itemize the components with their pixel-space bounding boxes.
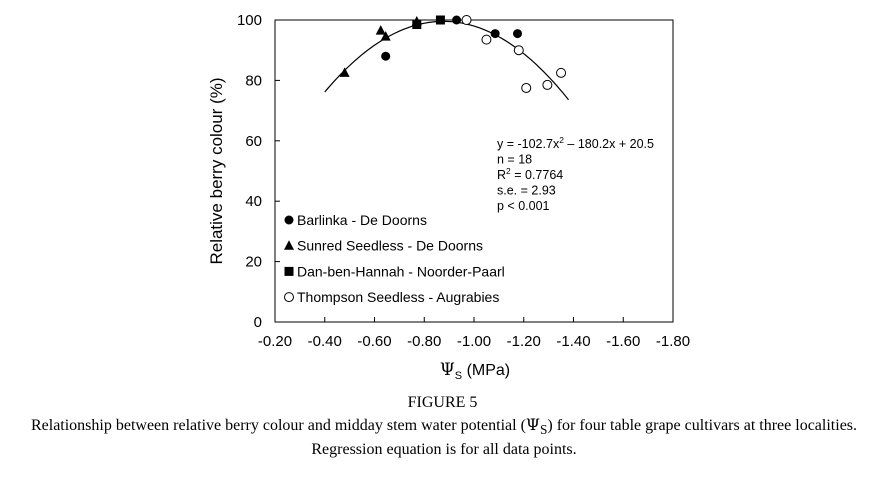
x-axis-subscript: S (455, 370, 462, 382)
x-axis-unit: (MPa) (462, 362, 510, 379)
x-tick-labels: -0.20 -0.40 -0.60 -0.80 -1.00 -1.20 -1.40 -1.60… (258, 333, 690, 350)
regression-stat-line: p < 0.001 (497, 199, 550, 213)
data-point-open-circle (521, 82, 532, 93)
caption-text-end: ) for four table grape cultivars at thre… (311, 417, 858, 459)
data-point-filled-triangle (339, 67, 350, 77)
data-point-filled-square (435, 15, 445, 25)
legend-marker-filled-triangle (284, 240, 294, 250)
data-point-filled-triangle (380, 31, 391, 41)
data-point-open-circle (556, 67, 567, 78)
data-point-filled-circle (452, 15, 462, 25)
legend-label: Sunred Seedless - De Doorns (297, 238, 483, 254)
x-tick-label: -0.60 (357, 333, 391, 350)
regression-stat-line: n = 18 (497, 153, 532, 167)
x-tick-label: -1.20 (507, 333, 541, 350)
regression-curve (324, 20, 569, 101)
data-point-open-circle (481, 34, 492, 45)
scatter-chart: 0 20 40 60 80 100 -0.20 -0.40 -0.60 -0.80 -1.00 -1… (207, 12, 690, 382)
legend-label: Dan-ben-Hannah - Noorder-Paarl (297, 263, 505, 279)
y-tick-label: 0 (254, 314, 262, 331)
legend-label: Thompson Seedless - Augrabies (297, 289, 499, 305)
data-point-filled-triangle (375, 25, 386, 35)
x-tick-label: -0.40 (308, 333, 342, 350)
data-points (339, 15, 567, 93)
y-tick-label: 100 (237, 12, 262, 29)
legend-marker-filled-circle (284, 215, 294, 225)
data-point-filled-circle (490, 29, 500, 39)
x-tick-label: -0.80 (407, 333, 441, 350)
y-axis-label: Relative berry colour (%) (207, 77, 226, 264)
data-point-open-circle (513, 45, 524, 56)
y-tick-label: 60 (245, 133, 262, 150)
x-tick-label: -1.00 (457, 333, 491, 350)
psi-symbol: Ψ (440, 360, 455, 380)
x-tick-label: -1.80 (656, 333, 690, 350)
plot-area (274, 19, 674, 323)
y-tick-label: 20 (245, 254, 262, 271)
data-point-open-circle (461, 15, 472, 25)
data-point-open-circle (542, 79, 553, 90)
caption-text-start: Relationship between relative berry colo… (30, 417, 526, 434)
legend-marker-filled-square (284, 266, 294, 276)
regression-stat-line: y = -102.7x2 – 180.2x + 20.5 (497, 135, 654, 151)
x-tick-label: -1.60 (606, 333, 640, 350)
y-tick-label: 40 (245, 193, 262, 210)
caption-subscript: S (539, 422, 548, 438)
y-tick-label: 80 (245, 72, 262, 89)
x-axis-label: ΨS (MPa) (440, 360, 510, 382)
legend: Barlinka - De Doorns Sunred Seedless - De… (284, 212, 505, 305)
figure-title: FIGURE 5 (407, 394, 478, 411)
regression-stat-line: s.e. = 2.93 (497, 184, 556, 198)
legend-label: Barlinka - De Doorns (297, 212, 427, 228)
figure-caption: Relationship between relative berry colo… (10, 415, 878, 460)
data-point-filled-circle (381, 51, 391, 61)
axis-ticks (274, 19, 674, 323)
x-tick-label: -1.40 (556, 333, 590, 350)
data-point-filled-square (412, 20, 422, 30)
legend-marker-open-circle (284, 292, 294, 303)
x-tick-label: -0.20 (258, 333, 292, 350)
y-tick-labels: 0 20 40 60 80 100 (237, 12, 262, 331)
regression-stat-line: R2 = 0.7764 (497, 166, 563, 182)
data-point-filled-circle (513, 29, 523, 39)
caption-psi-symbol: Ψ (525, 415, 540, 434)
